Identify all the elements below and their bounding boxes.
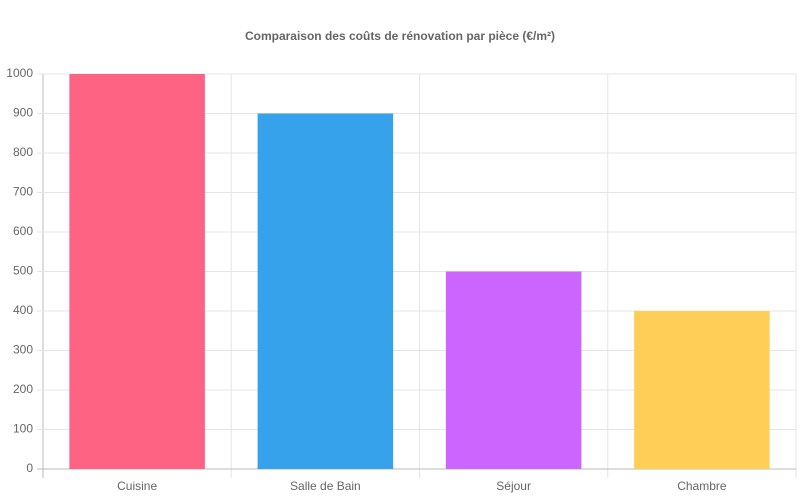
bar <box>445 271 582 469</box>
y-tick-label: 600 <box>13 224 33 238</box>
bar <box>634 311 770 469</box>
y-tick-label: 200 <box>13 382 33 396</box>
chart-title: Comparaison des coûts de rénovation par … <box>245 29 555 43</box>
y-tick-label: 800 <box>13 145 33 159</box>
x-tick-label: Séjour <box>496 479 531 493</box>
y-tick-label: 500 <box>13 264 33 278</box>
x-tick-label: Cuisine <box>117 479 157 493</box>
bar <box>257 113 394 469</box>
y-tick-label: 1000 <box>6 66 33 80</box>
y-tick-label: 400 <box>13 303 33 317</box>
y-tick-label: 700 <box>13 185 33 199</box>
x-tick-label: Salle de Bain <box>290 479 361 493</box>
x-tick-label: Chambre <box>677 479 727 493</box>
y-tick-label: 300 <box>13 343 33 357</box>
y-tick-label: 900 <box>13 106 33 120</box>
y-tick-label: 0 <box>26 461 33 475</box>
y-tick-label: 100 <box>13 422 33 436</box>
bar <box>69 74 205 469</box>
